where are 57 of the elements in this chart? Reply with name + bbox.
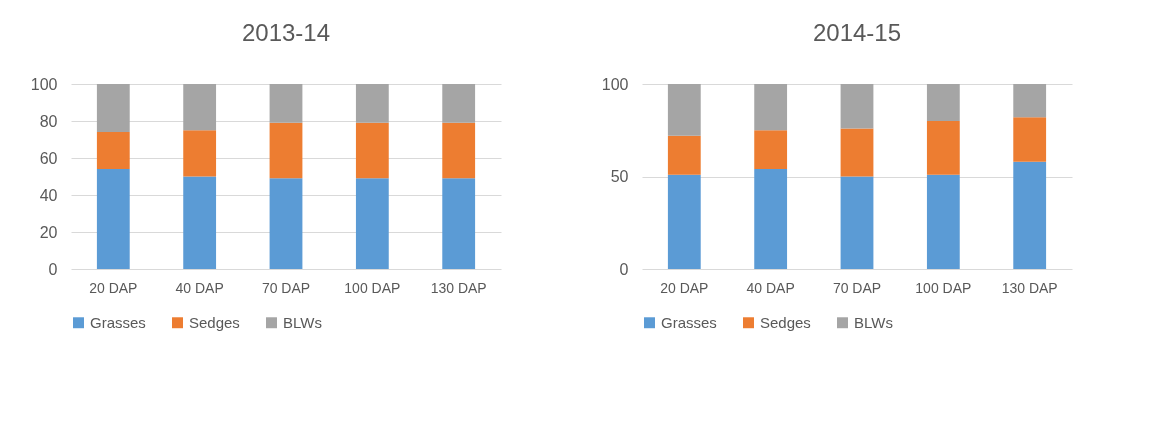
x-tick-label: 70 DAP (832, 279, 882, 296)
y-tick-label: 100 (30, 75, 58, 93)
chart-title: 2013-14 (241, 19, 331, 46)
bar (442, 178, 476, 269)
bar (840, 128, 874, 177)
bar (269, 178, 303, 269)
bar (840, 176, 874, 269)
y-tick-label: 60 (39, 149, 58, 167)
bar (355, 122, 389, 179)
bar (183, 84, 217, 131)
x-tick-label: 40 DAP (746, 279, 795, 296)
bar (667, 135, 701, 175)
y-tick-label: 40 (39, 186, 58, 204)
y-tick-label: 0 (48, 260, 58, 278)
bar (1013, 117, 1047, 162)
chart-title: 2014-15 (812, 19, 902, 46)
bar (667, 84, 701, 136)
bar (754, 169, 788, 269)
x-tick-label: 100 DAP (915, 279, 972, 296)
bar (840, 84, 874, 129)
bar (269, 84, 303, 123)
y-tick-label: 100 (601, 75, 629, 93)
bar (442, 122, 476, 179)
y-tick-label: 80 (39, 112, 58, 130)
legend-label: Grasses (90, 313, 146, 331)
bar (926, 121, 960, 175)
bar (1013, 84, 1047, 118)
bar (183, 130, 217, 177)
x-tick-label: 100 DAP (344, 279, 401, 296)
bar (269, 122, 303, 179)
bar (355, 178, 389, 269)
bar (183, 176, 217, 269)
bar (96, 169, 130, 269)
bar (96, 84, 130, 133)
y-tick-label: 20 (39, 223, 58, 241)
bar (442, 84, 476, 123)
bar (667, 174, 701, 269)
x-tick-label: 130 DAP (430, 279, 487, 296)
bar (754, 130, 788, 170)
y-tick-label: 0 (619, 260, 629, 278)
x-tick-label: 70 DAP (261, 279, 311, 296)
x-tick-label: 20 DAP (89, 279, 138, 296)
bar (1013, 161, 1047, 269)
bar (96, 132, 130, 170)
legend-label: BLWs (283, 313, 322, 331)
bar (926, 174, 960, 269)
bar (926, 84, 960, 121)
y-tick-label: 50 (610, 168, 629, 185)
bar (754, 84, 788, 131)
legend-label: Sedges (189, 313, 240, 331)
legend-label: BLWs (854, 313, 893, 331)
legend-label: Grasses (661, 313, 717, 331)
x-tick-label: 130 DAP (1001, 279, 1058, 296)
bar (355, 84, 389, 123)
x-tick-label: 40 DAP (175, 279, 224, 296)
legend-label: Sedges (760, 313, 811, 331)
x-tick-label: 20 DAP (660, 279, 709, 296)
